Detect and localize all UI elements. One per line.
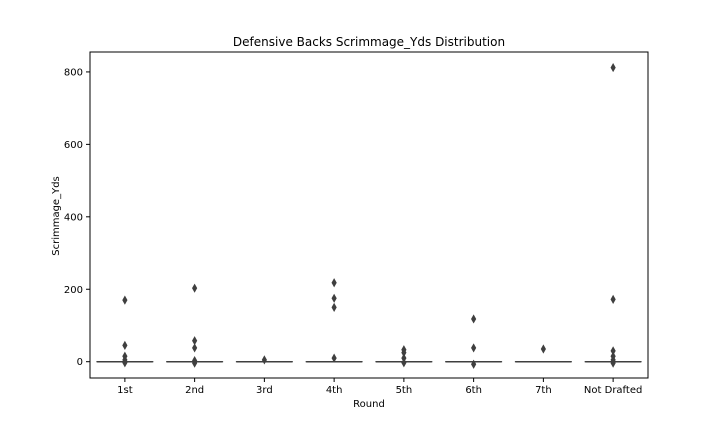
y-tick-label: 800 — [64, 67, 83, 78]
outlier-point — [331, 302, 337, 312]
outlier-point — [122, 358, 128, 368]
plot-frame — [89, 51, 649, 379]
x-axis-label: Round — [353, 399, 385, 410]
box-group-3 — [235, 355, 293, 365]
outlier-point — [331, 353, 337, 363]
outlier-point — [610, 358, 616, 368]
outlier-point — [401, 348, 407, 358]
x-tick-label: 4th — [326, 385, 343, 396]
y-axis-label: Scrimmage_Yds — [51, 176, 62, 256]
box-group-5 — [375, 345, 433, 368]
x-axis: 1st 2nd 3rd 4th 5th 6th 7th Not Drafted — [117, 378, 642, 396]
outlier-point — [471, 343, 477, 353]
box-group-1 — [96, 295, 154, 368]
outlier-point — [471, 314, 477, 324]
box-group-7 — [514, 344, 572, 363]
y-tick-label: 600 — [64, 140, 83, 151]
outlier-point — [331, 293, 337, 303]
x-tick-label: 7th — [535, 385, 552, 396]
box-group-6 — [445, 314, 503, 369]
outlier-point — [192, 343, 198, 353]
y-axis: 0 200 400 600 800 — [64, 67, 90, 368]
outlier-point — [261, 355, 267, 365]
outlier-point — [192, 358, 198, 368]
outlier-point — [610, 346, 616, 356]
plot-area — [96, 62, 642, 369]
chart-title: Defensive Backs Scrimmage_Yds Distributi… — [233, 35, 505, 49]
x-tick-label: 2nd — [185, 385, 204, 396]
outlier-point — [122, 340, 128, 350]
outlier-point — [192, 283, 198, 293]
outlier-point — [471, 359, 477, 369]
outlier-point — [122, 295, 128, 305]
outlier-point — [610, 62, 616, 73]
outlier-point — [401, 358, 407, 368]
x-tick-label: Not Drafted — [584, 385, 642, 396]
outlier-point — [331, 278, 337, 288]
outlier-point — [401, 353, 407, 363]
y-tick-label: 400 — [64, 212, 83, 223]
y-tick-label: 200 — [64, 285, 83, 296]
x-tick-label: 6th — [465, 385, 482, 396]
box-group-2 — [166, 283, 224, 368]
box-group-4 — [305, 278, 363, 363]
y-tick-label: 0 — [77, 357, 83, 368]
outlier-point — [540, 344, 546, 354]
x-tick-label: 1st — [117, 385, 133, 396]
box-group-8 — [584, 62, 642, 368]
x-tick-label: 3rd — [256, 385, 273, 396]
outlier-point — [610, 294, 616, 304]
x-tick-label: 5th — [396, 385, 413, 396]
outlier-point — [192, 336, 198, 346]
